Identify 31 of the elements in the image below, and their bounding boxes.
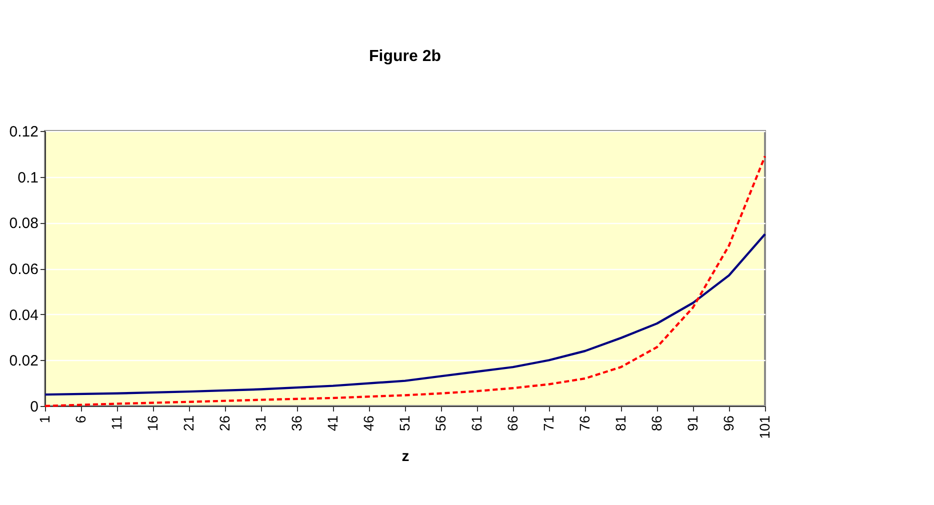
line-series (44, 233, 766, 396)
x-tick-label: 16 (144, 415, 160, 432)
x-tick-label: 11 (108, 415, 124, 430)
x-tick-label: 61 (468, 415, 484, 432)
y-tick-label: 0.06 (9, 261, 38, 278)
y-tick-label: 0.02 (9, 352, 38, 370)
x-tick-label: 76 (576, 415, 592, 432)
x-axis-title: z (402, 448, 410, 465)
y-tick-label: 0.04 (9, 306, 38, 324)
x-tick-label: 81 (612, 415, 628, 432)
x-tick-label: 96 (720, 415, 736, 432)
y-tick-label: 0 (30, 398, 38, 416)
y-tick-label: 0.1 (18, 169, 38, 186)
chart-title: Figure 2b (368, 48, 442, 65)
x-tick-label: 21 (180, 415, 196, 432)
x-tick-label: 101 (756, 415, 772, 439)
x-tick-label: 26 (216, 415, 232, 432)
x-tick-label: 6 (72, 415, 88, 424)
x-tick-label: 56 (432, 415, 448, 432)
x-tick-label: 91 (684, 415, 700, 432)
x-tick-label: 46 (360, 415, 376, 432)
x-tick-label: 1 (36, 415, 52, 424)
x-tick-label: 66 (504, 415, 520, 432)
x-tick-label: 31 (252, 415, 268, 432)
x-tick-label: 36 (288, 415, 304, 432)
x-tick-label: 51 (396, 415, 412, 432)
x-tick-label: 71 (540, 415, 556, 432)
x-tick-label: 41 (324, 415, 340, 432)
x-tick-label: 86 (648, 415, 664, 432)
y-tick-label: 0.08 (9, 215, 38, 232)
y-tick-label: 0.12 (9, 124, 38, 140)
